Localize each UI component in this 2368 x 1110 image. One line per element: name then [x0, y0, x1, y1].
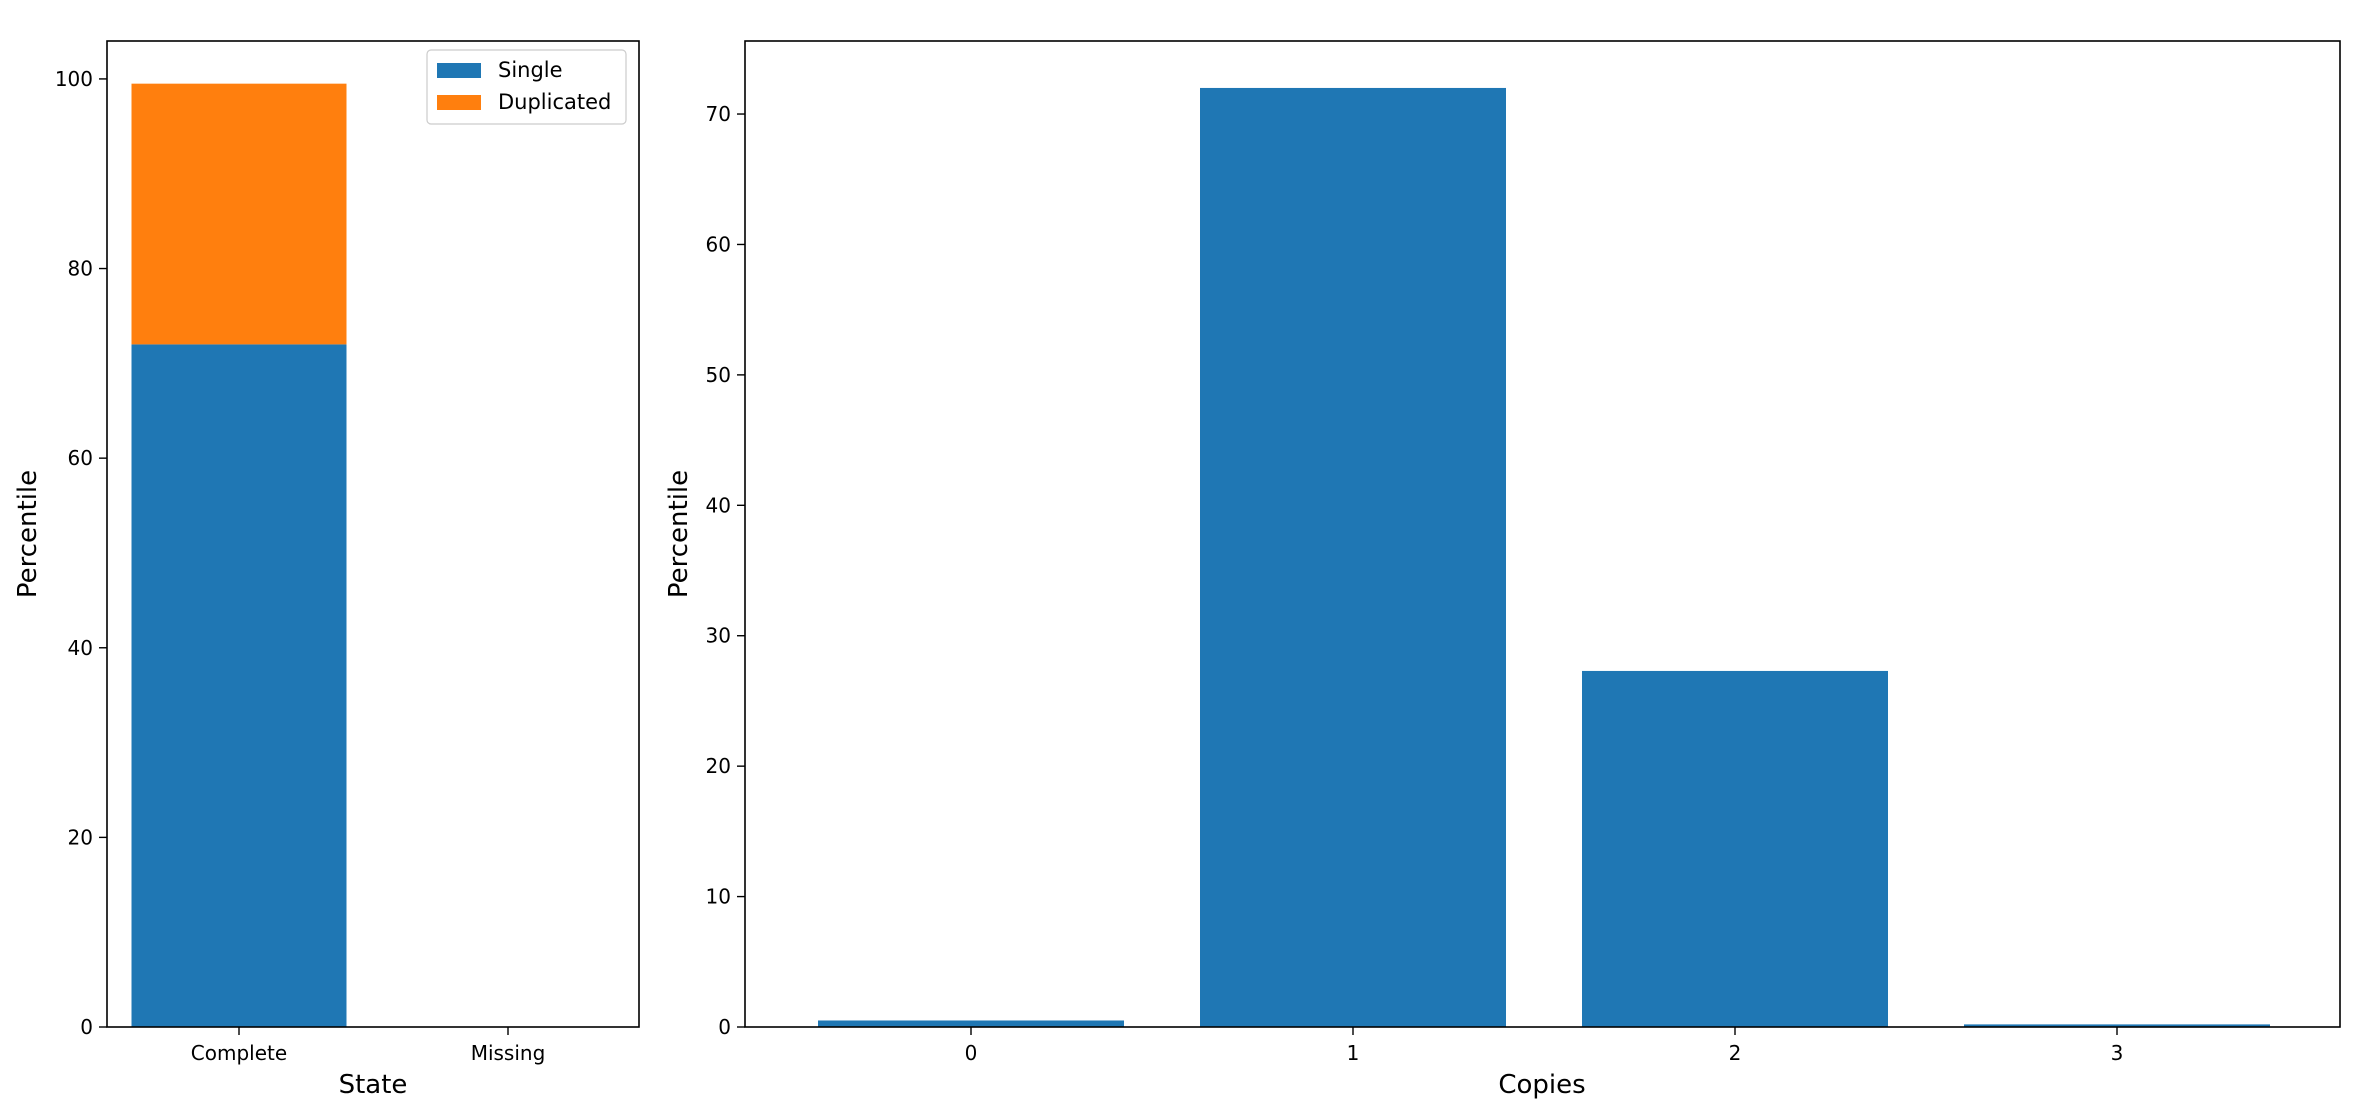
x-tick-label: Missing [471, 1041, 546, 1065]
y-tick-label: 0 [80, 1015, 93, 1039]
bars-group [131, 83, 347, 1027]
chart-copies: 0 10 20 30 40 50 60 70 0 1 2 3 Copies Percentile [664, 40, 2341, 1100]
y-axis-label: Percentile [664, 470, 694, 598]
plot-frame [744, 40, 2341, 1028]
x-tick-label: 2 [1729, 1041, 1742, 1065]
y-tick-label: 20 [706, 754, 731, 778]
bar-complete-duplicated [131, 83, 347, 345]
x-tick-label: 0 [965, 1041, 978, 1065]
x-tick-label: 1 [1347, 1041, 1360, 1065]
y-tick-label: 40 [68, 636, 93, 660]
y-ticks: 0 20 40 60 80 100 [55, 67, 107, 1039]
bars-group [818, 87, 2270, 1027]
x-ticks: Complete Missing [191, 1027, 545, 1065]
legend-swatch-single [437, 63, 481, 78]
legend-label-single: Single [498, 58, 563, 82]
x-tick-label: Complete [191, 1041, 287, 1065]
y-axis-label: Percentile [13, 470, 43, 598]
y-tick-label: 30 [706, 624, 731, 648]
chart-state: 0 20 40 60 80 100 Complete Missing State Perce… [13, 40, 640, 1100]
y-tick-label: 60 [706, 232, 731, 256]
bar-complete-single [131, 344, 347, 1027]
bar-3 [1964, 1024, 2270, 1027]
legend: Single Duplicated [426, 49, 627, 125]
y-tick-label: 60 [68, 446, 93, 470]
y-tick-label: 80 [68, 257, 93, 281]
y-tick-label: 0 [718, 1015, 731, 1039]
y-tick-label: 50 [706, 363, 731, 387]
plot-frame [106, 40, 640, 1028]
y-tick-label: 10 [706, 885, 731, 909]
legend-swatch-duplicated [437, 95, 481, 110]
y-ticks: 0 10 20 30 40 50 60 70 [706, 102, 745, 1039]
y-tick-label: 70 [706, 102, 731, 126]
y-tick-label: 100 [55, 67, 93, 91]
bar-2 [1582, 670, 1888, 1027]
y-tick-label: 20 [68, 825, 93, 849]
x-axis-label: Copies [1498, 1070, 1585, 1100]
bar-1 [1200, 87, 1506, 1027]
x-tick-label: 3 [2111, 1041, 2124, 1065]
legend-label-duplicated: Duplicated [498, 90, 611, 114]
x-ticks: 0 1 2 3 [965, 1027, 2124, 1065]
y-tick-label: 40 [706, 493, 731, 517]
x-axis-label: State [339, 1070, 408, 1100]
bar-0 [818, 1020, 1124, 1027]
